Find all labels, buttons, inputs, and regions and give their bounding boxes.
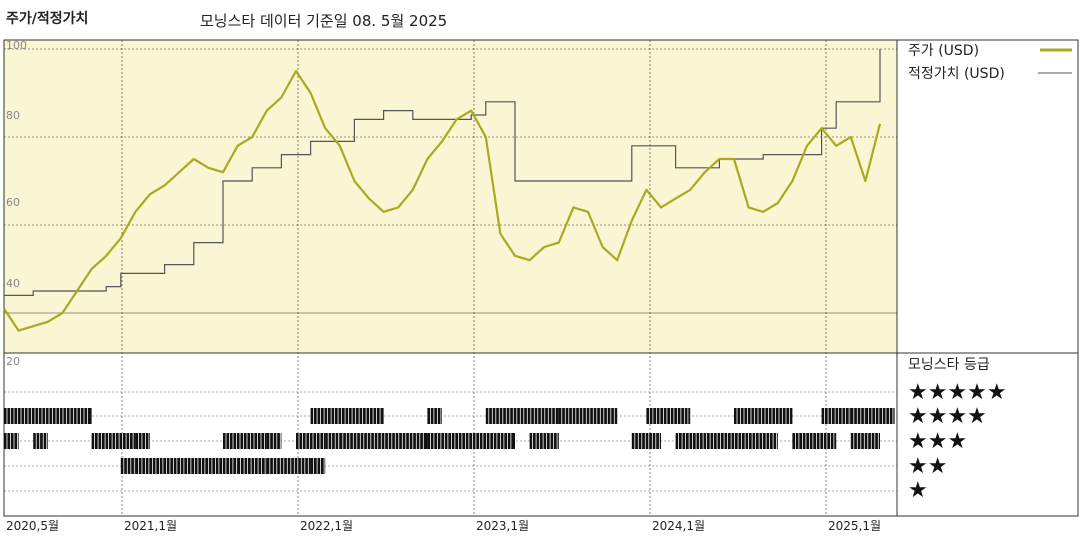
rating-bar	[237, 458, 267, 474]
legend-price-label: 주가 (USD)	[908, 43, 979, 59]
fair-value-line	[4, 49, 881, 296]
x-tick-label: 2020,5월	[6, 519, 59, 533]
chart-left-title: 주가/적정가치	[6, 11, 89, 27]
rating-4-stars: ★★★★	[908, 404, 987, 429]
y-tick-label: 60	[6, 196, 20, 209]
price-line	[3, 69, 882, 332]
rating-bar	[558, 408, 618, 424]
rating-bar	[646, 408, 691, 424]
rating-bar	[485, 408, 559, 424]
rating-bar	[135, 433, 150, 449]
x-tick-label: 2025,1월	[828, 519, 881, 533]
price-panel-background	[4, 40, 897, 353]
rating-2-stars: ★★	[908, 454, 947, 479]
rating-3-stars: ★★★	[908, 429, 967, 454]
y-tick-label: 100	[6, 39, 27, 52]
rating-bar	[427, 408, 442, 424]
rating-legend-title: 모닝스타 등급	[908, 357, 990, 373]
rating-5-stars: ★★★★★	[908, 380, 1007, 405]
rating-bar	[296, 433, 326, 449]
rating-bar	[310, 458, 326, 474]
rating-bar	[865, 408, 895, 424]
legend-fair-value-label: 적정가치 (USD)	[908, 66, 1005, 82]
rating-bar	[850, 408, 866, 424]
rating-bar	[821, 408, 851, 424]
rating-bar	[325, 433, 340, 449]
x-tick-label: 2021,1월	[124, 519, 177, 533]
x-tick-label: 2023,1월	[476, 519, 529, 533]
rating-bar	[850, 433, 880, 449]
rating-bar	[266, 433, 282, 449]
y-tick-label: 80	[6, 109, 20, 122]
x-tick-label: 2022,1월	[300, 519, 353, 533]
rating-bar	[266, 458, 311, 474]
rating-bar	[33, 433, 48, 449]
rating-bar	[223, 433, 267, 449]
rating-bar	[310, 408, 384, 424]
rating-bar	[91, 433, 136, 449]
rating-bar	[4, 433, 19, 449]
y-tick-label: 20	[6, 355, 20, 368]
rating-bar	[120, 458, 136, 474]
x-tick-label: 2024,1월	[652, 519, 705, 533]
y-tick-label: 40	[6, 277, 20, 290]
chart-center-title: 모닝스타 데이터 기준일 08. 5월 2025	[200, 12, 448, 30]
chart-frame	[3, 39, 1079, 517]
rating-bar	[631, 433, 661, 449]
rating-1-star: ★	[908, 478, 928, 503]
rating-bar	[529, 433, 559, 449]
rating-bar	[734, 408, 793, 424]
rating-bar	[792, 433, 837, 449]
